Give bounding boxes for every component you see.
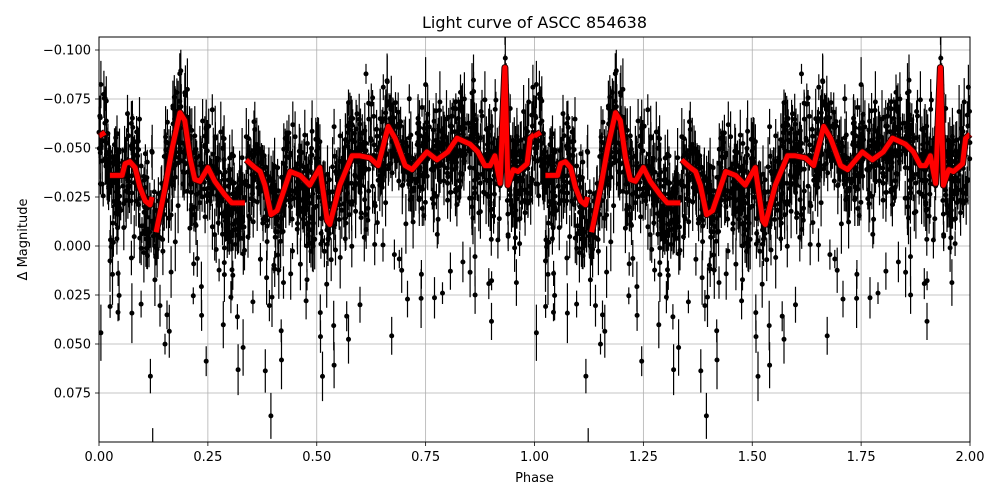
x-tick-label: 0.00 (85, 450, 114, 465)
y-tick-label: 0.025 (54, 289, 91, 304)
y-axis-ticks: −0.100 −0.075 −0.050 −0.025 0.000 0.025 0.050 0… (43, 44, 99, 402)
x-axis-label: Phase (515, 471, 554, 486)
x-tick-label: 1.25 (629, 450, 658, 465)
x-tick-label: 2.00 (956, 450, 985, 465)
y-tick-label: −0.075 (43, 93, 91, 108)
y-tick-label: −0.050 (43, 142, 91, 157)
y-tick-label: 0.000 (54, 240, 91, 255)
y-axis-label: Δ Magnitude (16, 199, 31, 281)
grid-lines (98, 37, 971, 442)
y-tick-label: 0.050 (54, 338, 91, 353)
x-tick-label: 1.75 (847, 450, 876, 465)
x-axis-ticks: 0.00 0.25 0.50 0.75 1.00 1.25 1.50 1.75 2.00 (85, 442, 985, 465)
binned-model-curve (97, 64, 973, 233)
x-tick-label: 0.25 (193, 450, 222, 465)
chart-title: Light curve of ASCC 854638 (422, 13, 647, 32)
y-tick-label: −0.100 (43, 44, 91, 59)
y-tick-label: 0.075 (54, 387, 91, 402)
x-tick-label: 1.50 (738, 450, 767, 465)
x-tick-label: 0.75 (411, 450, 440, 465)
x-tick-label: 1.00 (520, 450, 549, 465)
x-tick-label: 0.50 (302, 450, 331, 465)
y-tick-label: −0.025 (43, 191, 91, 206)
